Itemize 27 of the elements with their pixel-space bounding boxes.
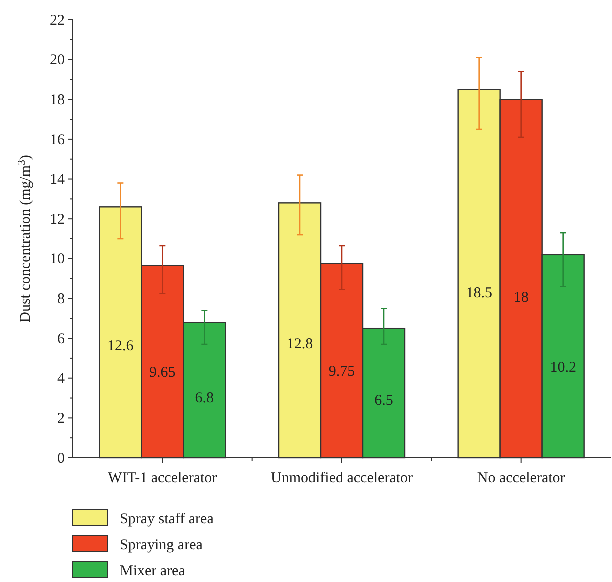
y-tick-label: 8 [58,292,65,308]
x-tick-label: Unmodified accelerator [270,470,414,486]
legend-label: Spray staff area [120,511,214,528]
y-tick-label: 4 [58,371,66,388]
data-label: 18.5 [466,286,492,302]
y-tick-label: 12 [50,212,65,228]
x-tick-label: No accelerator [477,470,566,486]
y-tick-label: 14 [50,172,66,188]
y-tick-label: 16 [50,132,66,148]
data-label: 10.2 [550,360,576,376]
legend-label: Spraying area [120,537,204,554]
y-tick-label: 18 [50,92,65,108]
data-label: 6.8 [195,390,214,406]
data-label: 9.75 [328,364,356,380]
y-tick-label: 20 [50,52,65,69]
y-tick-label: 2 [58,410,65,427]
x-tick-label: WIT-1 accelerator [108,470,218,486]
data-label: 12.8 [286,336,314,353]
legend-label: Mixer area [120,563,186,580]
data-label: 12.6 [108,338,134,354]
data-label: 6.5 [374,393,394,410]
data-label: 9.65 [150,364,176,381]
data-label: 18 [514,290,529,306]
y-tick-label: 6 [58,331,66,348]
y-tick-label: 10 [50,252,65,268]
y-tick-label: 22 [50,12,65,29]
y-tick-label: 0 [58,450,65,467]
